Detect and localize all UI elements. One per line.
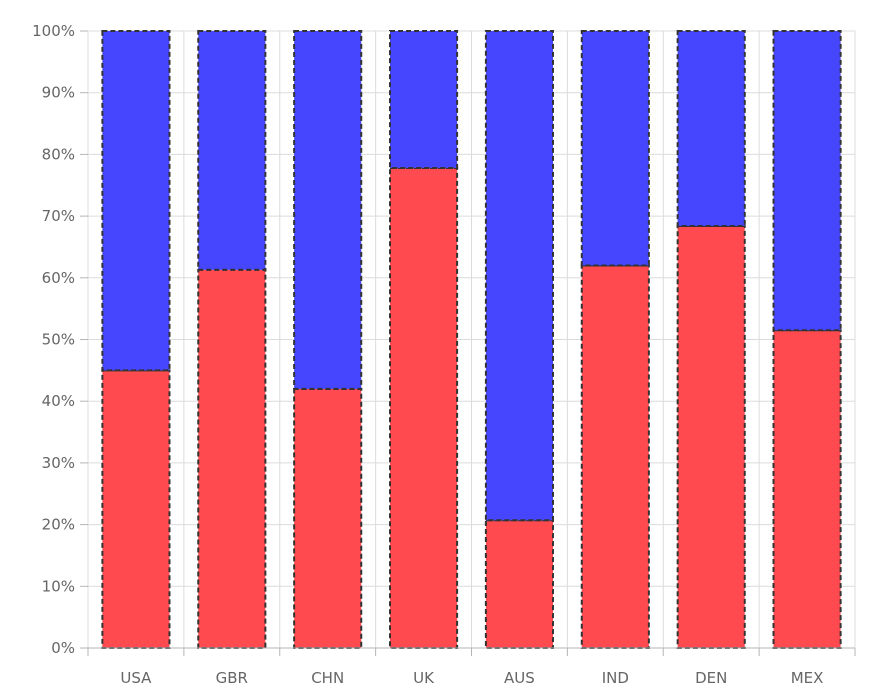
y-tick-label: 60%	[42, 269, 75, 287]
bar-segment-ind-lower	[580, 264, 650, 649]
y-tick-label: 90%	[42, 84, 75, 102]
y-tick-label: 20%	[42, 516, 75, 534]
bar-segment-den-upper	[676, 30, 746, 227]
axis-layer	[80, 30, 856, 656]
bar-segment-aus-lower	[484, 519, 554, 650]
y-tick-label: 30%	[42, 454, 75, 472]
bar-segment-mex-lower	[772, 329, 842, 649]
x-tick-label: USA	[120, 669, 152, 687]
y-tick-label: 0%	[51, 639, 75, 657]
y-tick-label: 10%	[42, 577, 75, 595]
bar-segment-chn-lower	[293, 387, 363, 649]
bar-segment-ind-upper	[580, 30, 650, 267]
bar-segment-den-lower	[676, 224, 746, 650]
bar-segment-aus-upper	[484, 30, 554, 522]
labels-layer: 0% 10% 20% 30% 40% 50% 60% 70% 80% 90% 100% USA GBR C…	[32, 22, 823, 687]
bar-segment-mex-upper	[772, 30, 842, 332]
bars-layer	[101, 30, 842, 650]
y-tick-label: 80%	[42, 145, 75, 163]
y-tick-label: 50%	[42, 331, 75, 349]
y-tick-label: 100%	[32, 22, 75, 40]
y-tick-label: 70%	[42, 207, 75, 225]
x-tick-label: AUS	[504, 669, 535, 687]
bar-segment-usa-upper	[101, 30, 171, 372]
x-tick-label: IND	[602, 669, 629, 687]
x-tick-label: CHN	[311, 669, 344, 687]
x-tick-label: GBR	[216, 669, 248, 687]
bar-segment-uk-upper	[389, 30, 459, 169]
bar-segment-usa-lower	[101, 369, 171, 649]
bar-segment-gbr-upper	[197, 30, 267, 271]
x-tick-label: DEN	[695, 669, 727, 687]
bar-segment-uk-lower	[389, 166, 459, 649]
y-tick-label: 40%	[42, 392, 75, 410]
x-tick-label: MEX	[791, 669, 824, 687]
bar-segment-gbr-lower	[197, 268, 267, 649]
bar-segment-chn-upper	[293, 30, 363, 390]
x-tick-label: UK	[413, 669, 435, 687]
